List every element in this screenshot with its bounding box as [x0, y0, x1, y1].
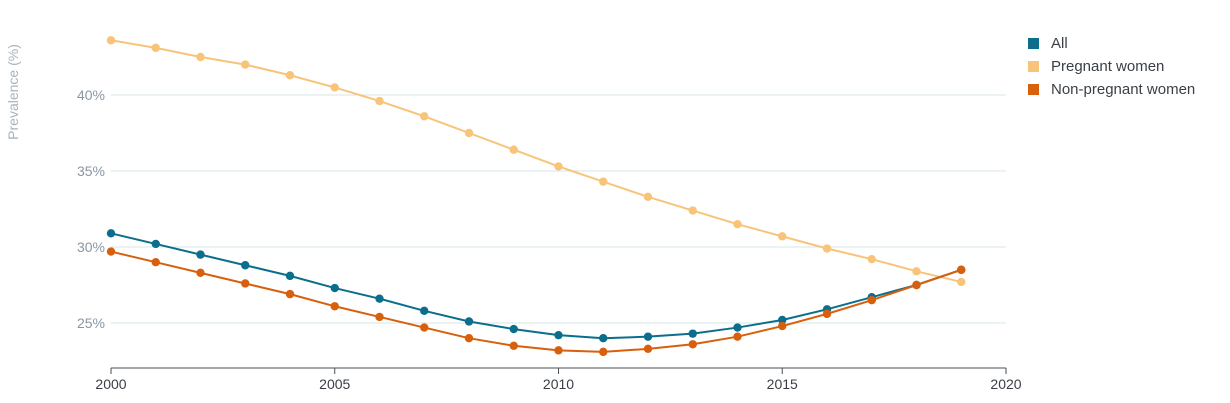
data-point-all[interactable] — [733, 323, 742, 332]
data-point-non-pregnant-women[interactable] — [241, 279, 250, 288]
legend-label-all: All — [1051, 35, 1068, 52]
data-point-all[interactable] — [151, 239, 160, 249]
x-tick-label: 2015 — [767, 376, 798, 392]
data-point-all[interactable] — [509, 324, 518, 334]
data-point-non-pregnant-women[interactable] — [688, 340, 697, 349]
data-point-all[interactable] — [599, 334, 608, 343]
data-point-pregnant-women[interactable] — [599, 177, 608, 186]
x-tick-label: 2010 — [543, 376, 574, 392]
data-point-non-pregnant-women[interactable] — [822, 309, 832, 319]
data-point-pregnant-women[interactable] — [957, 277, 966, 287]
data-point-non-pregnant-women[interactable] — [643, 344, 653, 354]
data-point-non-pregnant-women[interactable] — [912, 280, 921, 290]
data-point-all[interactable] — [643, 332, 653, 341]
data-point-non-pregnant-women[interactable] — [778, 321, 787, 331]
data-point-all[interactable] — [196, 250, 205, 259]
data-point-all[interactable] — [420, 306, 429, 316]
x-tick-label: 2005 — [319, 376, 350, 392]
data-point-pregnant-women[interactable] — [554, 162, 563, 171]
data-point-pregnant-women[interactable] — [643, 192, 653, 202]
data-point-all[interactable] — [778, 315, 787, 325]
data-point-all[interactable] — [285, 271, 295, 281]
data-point-non-pregnant-women[interactable] — [420, 323, 429, 332]
data-point-non-pregnant-women[interactable] — [375, 312, 384, 322]
data-point-pregnant-women[interactable] — [688, 206, 697, 215]
data-point-all[interactable] — [330, 283, 339, 293]
data-point-all[interactable] — [375, 294, 384, 303]
x-tick-label: 2020 — [990, 376, 1021, 392]
data-point-pregnant-women[interactable] — [733, 220, 742, 229]
x-tick-label: 2000 — [95, 376, 126, 392]
y-tick-label: 40% — [77, 87, 105, 103]
series-line-non-pregnant-women — [110, 250, 962, 353]
legend-item-pregnant-women[interactable]: Pregnant women — [1028, 55, 1195, 78]
legend-swatch-non-pregnant-women — [1028, 84, 1039, 95]
legend-label-non-pregnant-women: Non-pregnant women — [1051, 81, 1196, 98]
data-point-all[interactable] — [688, 329, 697, 338]
data-point-all[interactable] — [464, 317, 474, 326]
data-point-pregnant-women[interactable] — [330, 83, 339, 92]
y-axis-label: Prevalence (%) — [5, 44, 21, 140]
data-point-non-pregnant-women[interactable] — [554, 346, 563, 355]
data-point-pregnant-women[interactable] — [241, 60, 250, 69]
y-tick-label: 30% — [77, 239, 105, 255]
legend-label-pregnant-women: Pregnant women — [1051, 58, 1165, 75]
data-point-non-pregnant-women[interactable] — [196, 268, 205, 278]
data-point-pregnant-women[interactable] — [464, 128, 474, 138]
data-point-non-pregnant-women[interactable] — [509, 341, 518, 350]
data-point-pregnant-women[interactable] — [106, 36, 116, 45]
data-point-pregnant-women[interactable] — [285, 71, 295, 80]
data-point-non-pregnant-women[interactable] — [330, 302, 339, 311]
data-point-pregnant-women[interactable] — [151, 43, 160, 53]
legend: All Pregnant women Non-pregnant women — [1028, 32, 1195, 101]
series-line-all — [110, 232, 962, 340]
data-point-non-pregnant-women[interactable] — [867, 296, 876, 305]
data-point-non-pregnant-women[interactable] — [106, 247, 116, 256]
data-point-non-pregnant-women[interactable] — [599, 347, 608, 357]
data-point-pregnant-women[interactable] — [420, 112, 429, 121]
data-point-pregnant-women[interactable] — [912, 267, 921, 276]
data-point-pregnant-women[interactable] — [375, 96, 384, 106]
legend-item-all[interactable]: All — [1028, 32, 1195, 55]
data-point-non-pregnant-women[interactable] — [733, 332, 742, 341]
data-point-pregnant-women[interactable] — [867, 254, 876, 264]
legend-swatch-pregnant-women — [1028, 61, 1039, 72]
y-tick-label: 25% — [77, 315, 105, 331]
data-point-pregnant-women[interactable] — [778, 232, 787, 241]
legend-swatch-all — [1028, 38, 1039, 49]
legend-item-non-pregnant-women[interactable]: Non-pregnant women — [1028, 78, 1195, 101]
data-point-pregnant-women[interactable] — [509, 145, 518, 154]
data-point-non-pregnant-women[interactable] — [285, 289, 295, 299]
data-point-pregnant-women[interactable] — [196, 52, 205, 62]
data-point-non-pregnant-women[interactable] — [151, 258, 160, 267]
data-point-pregnant-women[interactable] — [822, 244, 832, 253]
data-point-all[interactable] — [554, 330, 563, 340]
data-point-non-pregnant-women[interactable] — [957, 265, 966, 274]
data-point-all[interactable] — [241, 261, 250, 270]
series-line-pregnant-women — [110, 39, 962, 283]
y-tick-label: 35% — [77, 163, 105, 179]
data-point-all[interactable] — [106, 229, 116, 238]
data-point-non-pregnant-women[interactable] — [464, 334, 474, 343]
